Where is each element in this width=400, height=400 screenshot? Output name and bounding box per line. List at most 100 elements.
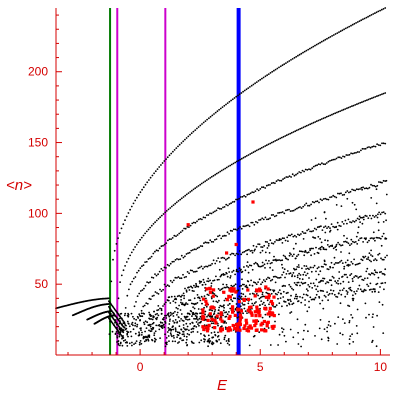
highlight-point <box>247 325 251 329</box>
point <box>144 183 147 186</box>
point <box>160 309 163 312</box>
point <box>179 309 182 311</box>
point <box>310 282 312 285</box>
point <box>375 11 378 14</box>
point <box>231 201 234 203</box>
point <box>160 290 163 292</box>
point <box>314 237 317 239</box>
point <box>285 273 288 275</box>
point <box>348 191 350 194</box>
point <box>174 297 177 300</box>
point <box>329 36 332 38</box>
point <box>178 325 181 328</box>
point <box>335 226 337 229</box>
point <box>293 275 296 278</box>
point <box>144 284 147 287</box>
point <box>304 304 306 306</box>
point <box>131 321 134 324</box>
highlight-point <box>237 300 241 304</box>
point <box>330 289 332 292</box>
point <box>340 251 342 253</box>
point <box>129 254 132 257</box>
point <box>128 342 131 345</box>
point <box>297 233 299 236</box>
point <box>195 248 197 251</box>
point <box>364 99 367 102</box>
point <box>334 322 336 325</box>
point <box>140 329 142 331</box>
point <box>307 330 309 333</box>
point <box>289 132 292 135</box>
point <box>319 248 322 251</box>
point <box>350 24 352 27</box>
point <box>304 249 307 252</box>
highlight-point <box>236 307 240 311</box>
point <box>250 152 253 155</box>
point <box>341 333 344 336</box>
point <box>374 271 377 274</box>
point <box>226 275 229 278</box>
point <box>311 201 314 203</box>
point <box>300 171 302 174</box>
point <box>223 336 226 339</box>
point <box>116 341 118 343</box>
point <box>217 171 220 174</box>
point <box>210 212 213 215</box>
point <box>195 186 198 188</box>
point <box>152 223 155 225</box>
highlight-point <box>233 313 237 317</box>
point <box>229 275 232 277</box>
highlight-point <box>204 299 208 303</box>
point <box>157 249 160 252</box>
point <box>169 328 171 330</box>
point <box>274 241 276 243</box>
highlight-point <box>254 321 258 325</box>
point <box>188 272 191 275</box>
point <box>301 278 304 281</box>
point <box>216 110 219 113</box>
point <box>191 289 194 292</box>
point <box>376 314 378 317</box>
point <box>356 243 359 245</box>
point <box>184 227 187 230</box>
point <box>196 247 199 250</box>
point <box>113 249 116 252</box>
point <box>362 100 365 103</box>
point <box>153 340 156 343</box>
point <box>337 110 340 113</box>
point <box>277 344 279 346</box>
point <box>176 331 179 334</box>
point <box>298 272 300 275</box>
point <box>204 216 207 219</box>
point <box>298 250 301 253</box>
point <box>178 304 181 307</box>
point <box>350 314 352 316</box>
point <box>343 28 345 31</box>
point <box>124 307 127 309</box>
point <box>233 200 236 203</box>
point <box>181 229 184 232</box>
point <box>182 339 185 341</box>
point <box>237 159 240 162</box>
point <box>134 342 137 344</box>
point <box>132 328 135 331</box>
point <box>274 320 276 323</box>
point <box>269 72 272 74</box>
point <box>239 196 242 198</box>
point <box>359 188 361 190</box>
point <box>322 117 325 120</box>
highlight-point <box>255 289 259 293</box>
highlight-point <box>214 321 218 325</box>
point <box>214 173 217 176</box>
point <box>157 314 160 317</box>
point <box>225 166 228 169</box>
point <box>206 293 209 296</box>
point <box>319 319 322 321</box>
point <box>281 242 284 244</box>
point <box>293 253 295 256</box>
point <box>349 286 352 289</box>
point <box>199 299 202 302</box>
point <box>291 173 294 176</box>
point <box>323 211 326 213</box>
point <box>344 219 347 222</box>
